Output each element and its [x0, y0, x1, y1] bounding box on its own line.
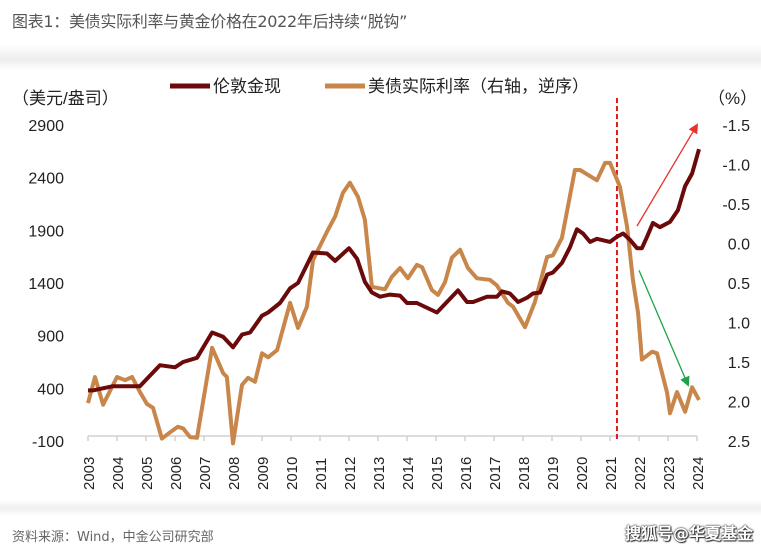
- left-y-tick-label: 2900: [28, 118, 64, 135]
- left-y-tick-label: 2400: [28, 171, 64, 188]
- x-tick-label: 2021: [603, 457, 620, 490]
- x-tick-label: 2003: [81, 457, 98, 490]
- right-y-tick-label: 0.0: [728, 237, 750, 254]
- x-tick-label: 2018: [516, 457, 533, 490]
- left-y-tick-label: 1400: [28, 276, 64, 293]
- x-tick-label: 2017: [487, 457, 504, 490]
- right-y-tick-label: 1.0: [728, 316, 750, 333]
- left-y-tick-label: -100: [32, 434, 64, 451]
- legend-label-gold: 伦敦金现: [213, 77, 281, 96]
- x-tick-label: 2023: [661, 457, 678, 490]
- watermark: 搜狐号@华夏基金: [624, 524, 753, 543]
- right-y-tick-label: -0.5: [722, 197, 750, 214]
- right-y-tick-label: -1.0: [722, 158, 750, 175]
- source-note: 资料来源：Wind，中金公司研究部: [12, 530, 214, 545]
- right-y-tick-label: 2.5: [728, 434, 750, 451]
- x-tick-label: 2013: [371, 457, 388, 490]
- down-trend-arrow-icon: [638, 270, 690, 387]
- x-tick-label: 2015: [429, 457, 446, 490]
- x-tick-label: 2012: [342, 457, 359, 490]
- axes: 2003 2004 2005 2006 2007 2008 2009 2010 2011 2012…: [28, 118, 750, 490]
- right-y-tick-label: 0.5: [728, 276, 750, 293]
- right-axis-unit: （%）: [708, 89, 757, 108]
- plot-area: [86, 98, 701, 446]
- x-tick-label: 2011: [313, 458, 330, 490]
- right-y-tick-label: -1.5: [722, 118, 750, 135]
- left-y-tick-label: 1900: [28, 223, 64, 240]
- x-tick-label: 2006: [168, 457, 185, 490]
- x-tick-label: 2020: [574, 457, 591, 490]
- x-tick-label: 2009: [255, 457, 272, 490]
- right-y-tick-label: 2.0: [728, 395, 750, 412]
- legend: 伦敦金现 美债实际利率（右轴，逆序）: [170, 77, 589, 96]
- x-tick-label: 2014: [400, 457, 417, 490]
- x-tick-label: 2004: [110, 457, 127, 490]
- legend-label-rate: 美债实际利率（右轴，逆序）: [368, 77, 589, 96]
- x-tick-label: 2007: [197, 457, 214, 490]
- x-tick-label: 2022: [632, 457, 649, 490]
- left-y-tick-label: 900: [37, 329, 64, 346]
- left-axis-unit: （美元/盎司）: [12, 89, 119, 108]
- footer-divider: [0, 500, 761, 516]
- left-y-tick-label: 400: [37, 381, 64, 398]
- right-y-tick-label: 1.5: [728, 355, 750, 372]
- x-tick-label: 2010: [284, 457, 301, 490]
- x-tick-label: 2008: [226, 457, 243, 490]
- x-tick-label: 2005: [139, 457, 156, 490]
- x-tick-label: 2016: [458, 457, 475, 490]
- figure-title: 图表1：美债实际利率与黄金价格在2022年后持续“脱钩”: [12, 12, 408, 31]
- header-divider: [0, 44, 761, 70]
- x-tick-label: 2024: [690, 457, 707, 490]
- series-line-london-gold: [88, 148, 701, 393]
- x-tick-label: 2019: [545, 457, 562, 490]
- up-trend-arrow-icon: [636, 123, 699, 227]
- series-line-real-rate: [86, 160, 701, 446]
